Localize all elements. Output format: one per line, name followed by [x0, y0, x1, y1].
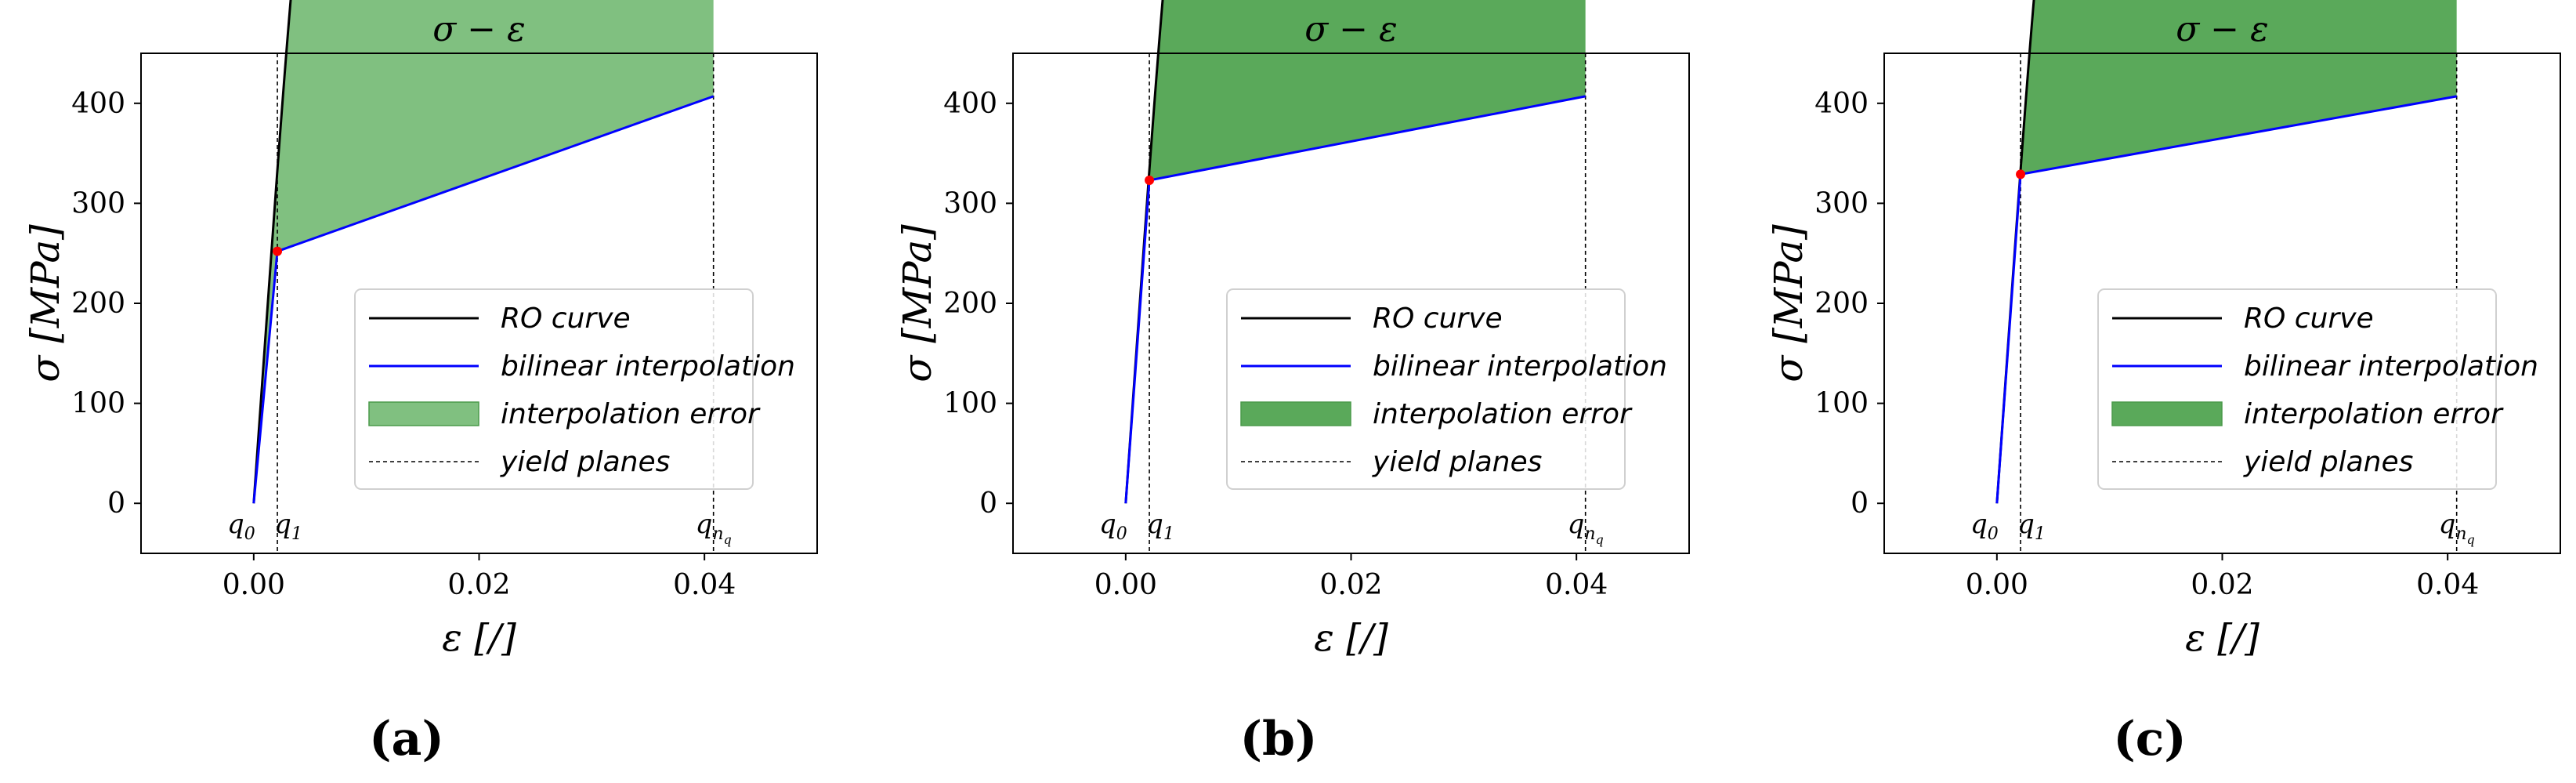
legend-entry-0: RO curve	[2244, 303, 2374, 335]
legend-box	[2097, 288, 2497, 490]
yield-point-marker	[273, 246, 283, 256]
y-axis-label: σ [MPa]	[1766, 224, 1811, 382]
panel-label-c: (c)	[2113, 712, 2186, 767]
q-label-2: qnq	[696, 509, 732, 547]
x-tick-label-1: 0.02	[2191, 569, 2253, 601]
y-tick-label-4: 400	[943, 88, 997, 120]
x-tick-label-2: 0.04	[1545, 569, 1608, 601]
chart-panel-c: q0 q1 qnq 0.00 0.02 0.04 0 100 200 300 400 σ − ε ε […	[1766, 0, 2561, 660]
q-label-2: qnq	[1568, 509, 1604, 547]
chart-panel-b: q0 q1 qnq 0.00 0.02 0.04 0 100 200 300 400 σ − ε ε […	[895, 0, 1690, 660]
chart-title: σ − ε	[432, 9, 526, 49]
chart-panel-a: q0 q1 qnq 0.00 0.02 0.04 0 100 200 300 400 σ − ε ε […	[23, 0, 818, 660]
legend-entry-2: interpolation error	[2244, 398, 2504, 430]
y-tick-label-3: 300	[1814, 187, 1869, 219]
chart-title: σ − ε	[2176, 9, 2269, 49]
ro-curve-line	[252, 0, 292, 504]
q-label-1: q1	[1146, 509, 1174, 544]
y-tick-label-2: 200	[71, 288, 125, 320]
legend-box	[1226, 288, 1626, 490]
q-label-1: q1	[2017, 509, 2046, 544]
legend-entry-0: RO curve	[1373, 303, 1503, 335]
y-tick-label-3: 300	[943, 187, 997, 219]
legend-entry-3: yield planes	[2243, 446, 2413, 478]
legend-swatch-interpolation-error	[368, 401, 479, 426]
y-tick-label-1: 100	[943, 388, 997, 420]
legend-entry-2: interpolation error	[1373, 398, 1633, 430]
legend-box	[354, 288, 754, 490]
panel-label-a: (a)	[369, 712, 444, 767]
y-tick-label-0: 0	[107, 488, 125, 520]
y-tick-label-0: 0	[1851, 488, 1869, 520]
x-axis-label: ε [/]	[442, 616, 516, 660]
q-label-1: q1	[274, 509, 302, 544]
interpolation-error-area	[1125, 0, 1586, 504]
y-tick-label-2: 200	[943, 288, 997, 320]
legend-entry-1: bilinear interpolation	[501, 350, 795, 382]
legend: RO curve bilinear interpolation interpolat…	[2097, 288, 2538, 490]
x-tick-label-1: 0.02	[447, 569, 510, 601]
legend: RO curve bilinear interpolation interpolat…	[1226, 288, 1667, 490]
y-tick-label-0: 0	[979, 488, 997, 520]
yield-point-marker	[2016, 169, 2026, 179]
interpolation-error-area	[1996, 0, 2457, 504]
panel-label-b: (b)	[1240, 712, 1318, 767]
x-tick-label-1: 0.02	[1319, 569, 1382, 601]
y-tick-label-4: 400	[1814, 88, 1869, 120]
q-label-0: q0	[1970, 509, 1999, 544]
y-tick-label-1: 100	[1814, 388, 1869, 420]
q-label-2: qnq	[2439, 509, 2475, 547]
x-tick-label-2: 0.04	[673, 569, 736, 601]
x-tick-label-0: 0.00	[1966, 569, 2028, 601]
legend-entry-0: RO curve	[501, 303, 631, 335]
chart-title: σ − ε	[1304, 9, 1398, 49]
legend-entry-1: bilinear interpolation	[1373, 350, 1667, 382]
legend-swatch-interpolation-error	[1240, 401, 1351, 426]
interpolation-error-area	[253, 0, 714, 504]
x-tick-label-0: 0.00	[1094, 569, 1157, 601]
legend-swatch-interpolation-error	[2111, 401, 2223, 426]
q-label-0: q0	[227, 509, 255, 544]
legend-entry-1: bilinear interpolation	[2244, 350, 2538, 382]
y-tick-label-4: 400	[71, 88, 125, 120]
legend: RO curve bilinear interpolation interpolat…	[354, 288, 795, 490]
q-label-0: q0	[1099, 509, 1127, 544]
y-axis-label: σ [MPa]	[895, 224, 940, 382]
legend-entry-2: interpolation error	[501, 398, 761, 430]
y-axis-label: σ [MPa]	[23, 224, 68, 382]
y-tick-label-1: 100	[71, 388, 125, 420]
legend-entry-3: yield planes	[500, 446, 670, 478]
y-tick-label-2: 200	[1814, 288, 1869, 320]
x-tick-label-2: 0.04	[2416, 569, 2479, 601]
yield-point-marker	[1145, 176, 1155, 186]
legend-entry-3: yield planes	[1372, 446, 1542, 478]
y-tick-label-3: 300	[71, 187, 125, 219]
x-axis-label: ε [/]	[1314, 616, 1388, 660]
x-tick-label-0: 0.00	[223, 569, 285, 601]
x-axis-label: ε [/]	[2185, 616, 2259, 660]
